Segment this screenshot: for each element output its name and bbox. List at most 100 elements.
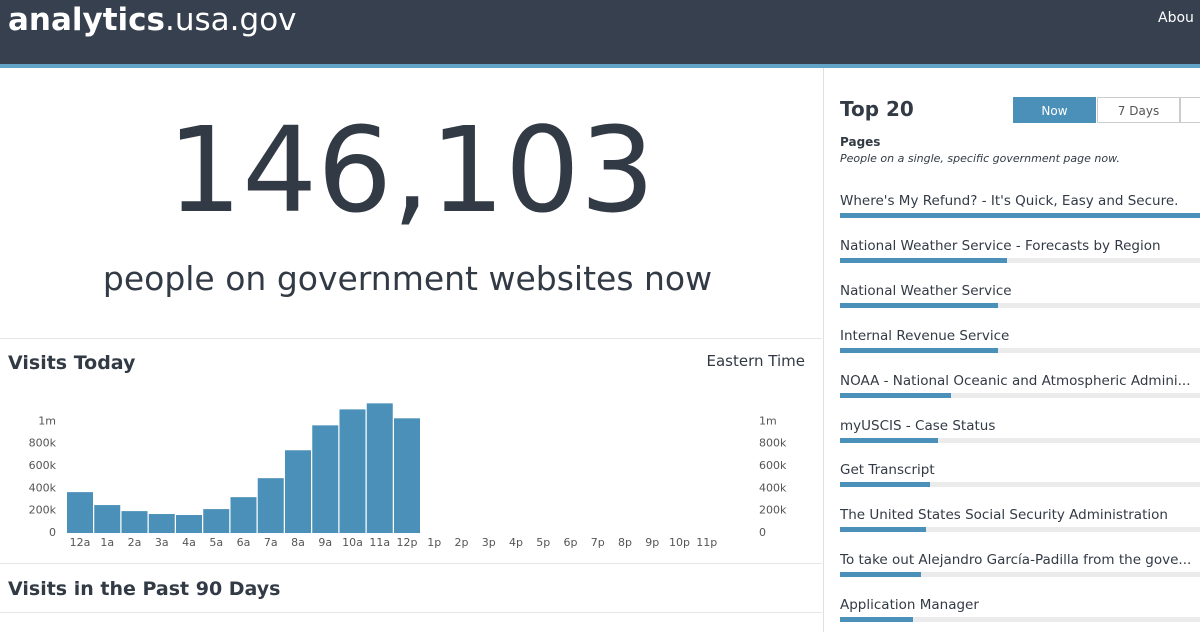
logo-bold: analytics [8,2,166,38]
timezone: Eastern Time [706,352,805,370]
bar [840,302,998,308]
item-label[interactable]: To take out Alejandro García-Padilla fro… [840,552,1192,569]
bar-track [840,437,1200,443]
panel-description: People on a single, specific government … [840,152,1120,165]
item-label[interactable]: myUSCIS - Case Status [840,417,996,434]
separator [0,563,822,564]
item-label[interactable]: Get Transcript [840,462,935,479]
x-tick-label: 7a [264,536,278,549]
section-title: Visits in the Past 90 Days [8,578,281,600]
bar-track [840,617,1200,623]
hero-count: 146,103 [167,101,655,239]
item-label[interactable]: The United States Social Security Admini… [840,507,1168,524]
x-tick-label: 2p [455,536,469,549]
bar-track [840,257,1200,263]
bar [94,505,121,533]
bar-track [840,482,1200,488]
x-tick-label: 5p [536,536,550,549]
bar [339,409,366,533]
separator [0,612,822,613]
section-title: Visits Today [8,352,136,374]
bar [230,497,257,533]
bar-track [840,572,1200,578]
x-tick-label: 1a [100,536,114,549]
x-tick-label: 11a [369,536,390,549]
panel-section: Pages [840,135,881,149]
nav-link[interactable]: Abou [1158,10,1194,26]
item-label[interactable]: Application Manager [840,597,979,614]
bar [840,572,921,578]
y2-tick-label: 600k [759,459,787,472]
y2-tick-label: 800k [759,437,787,450]
x-tick-label: 12p [397,536,418,549]
y-tick-label: 600k [29,459,57,472]
y-tick-label: 1m [38,414,56,427]
header: analytics.usa.gov Abou [0,0,1200,68]
bar [840,482,930,488]
x-tick-label: 4a [182,536,196,549]
bar [312,425,339,533]
bar [176,515,202,533]
y2-tick-label: 0 [759,526,766,539]
bar [394,418,420,533]
item-label[interactable]: NOAA - National Oceanic and Atmospheric … [840,372,1191,389]
bar [257,478,284,533]
x-tick-label: 5a [209,536,223,549]
divider [823,68,824,632]
bar [840,527,926,533]
x-tick-label: 8p [618,536,632,549]
bar-track [840,302,1200,308]
x-tick-label: 1p [427,536,441,549]
bar [203,509,230,533]
logo[interactable]: analytics.usa.gov [8,2,297,38]
x-tick-label: 6p [564,536,578,549]
x-tick-label: 9a [318,536,332,549]
tab[interactable] [1180,97,1200,123]
item-label[interactable]: National Weather Service - Forecasts by … [840,237,1161,254]
bar-track [840,392,1200,398]
item-label[interactable]: Internal Revenue Service [840,327,1010,344]
item-label[interactable]: Where's My Refund? - It's Quick, Easy an… [840,193,1179,209]
visits-chart: 0 200k 400k 600k 800k 1m 0 200k 400k 600k 800k 1m 12… [29,403,787,549]
logo-rest: .usa.gov [165,2,297,38]
hero-caption: people on government websites now [102,259,713,298]
panel-title: Top 20 [840,97,914,121]
x-tick-label: 10a [342,536,363,549]
y2-tick-label: 200k [759,504,787,517]
y-tick-label: 400k [29,481,57,494]
x-tick-label: 11p [696,536,717,549]
x-tick-label: 12a [70,536,91,549]
y-tick-label: 0 [49,526,56,539]
y-tick-label: 200k [29,504,57,517]
item-label[interactable]: National Weather Service [840,282,1012,299]
separator [0,338,822,339]
bar [285,450,311,533]
bar [148,514,175,533]
y2-tick-label: 400k [759,481,787,494]
x-tick-label: 8a [291,536,305,549]
bar-track [840,347,1200,353]
bar [121,511,148,533]
x-tick-label: 3p [482,536,496,549]
bar [840,213,1200,218]
tab[interactable]: Now [1013,97,1096,123]
bar-track [840,527,1200,533]
tab[interactable]: 7 Days [1097,97,1180,123]
x-tick-label: 10p [669,536,690,549]
x-tick-label: 9p [645,536,659,549]
x-tick-label: 2a [128,536,142,549]
bar [840,617,913,623]
x-tick-label: 4p [509,536,523,549]
y-tick-label: 800k [29,437,57,450]
bar [67,492,93,533]
bar [840,392,951,398]
bar [366,403,393,533]
bar [840,257,1007,263]
bar [840,347,998,353]
x-tick-label: 3a [155,536,169,549]
x-tick-label: 6a [237,536,251,549]
x-tick-label: 7p [591,536,605,549]
bar [840,437,938,443]
